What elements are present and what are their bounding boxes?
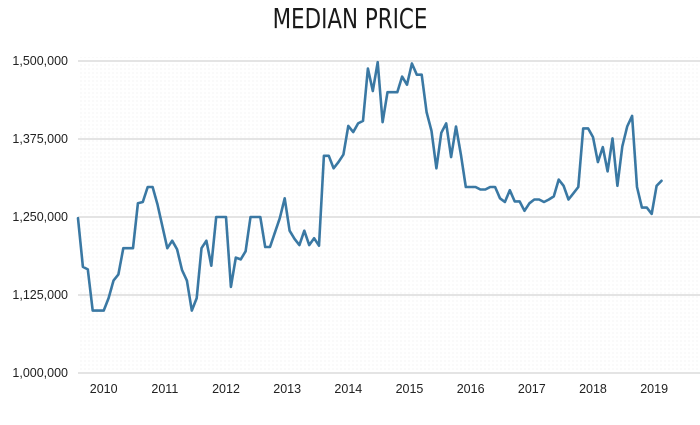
x-axis: 2010 2011 2012 2013 2014 2015 2016 2017 2018 2019 [90, 382, 668, 396]
grid [78, 60, 700, 374]
x-tick-label: 2018 [579, 382, 607, 396]
x-tick-label: 2015 [396, 382, 424, 396]
x-tick-label: 2012 [212, 382, 240, 396]
y-tick-label: 1,125,000 [12, 288, 68, 302]
plot-area [78, 57, 700, 373]
x-tick-label: 2017 [518, 382, 546, 396]
y-tick-label: 1,375,000 [12, 132, 68, 146]
y-axis: 1,000,000 1,125,000 1,250,000 1,375,000 1,50… [12, 54, 68, 380]
series-line [76, 60, 663, 312]
x-tick-label: 2013 [273, 382, 301, 396]
x-tick-label: 2016 [457, 382, 485, 396]
x-tick-label: 2019 [640, 382, 668, 396]
chart-title: MEDIAN PRICE [272, 2, 428, 35]
x-tick-label: 2014 [334, 382, 362, 396]
x-tick-label: 2010 [90, 382, 118, 396]
y-tick-label: 1,000,000 [12, 366, 68, 380]
y-tick-label: 1,250,000 [12, 210, 68, 224]
x-tick-label: 2011 [151, 382, 178, 396]
y-tick-label: 1,500,000 [12, 54, 68, 68]
